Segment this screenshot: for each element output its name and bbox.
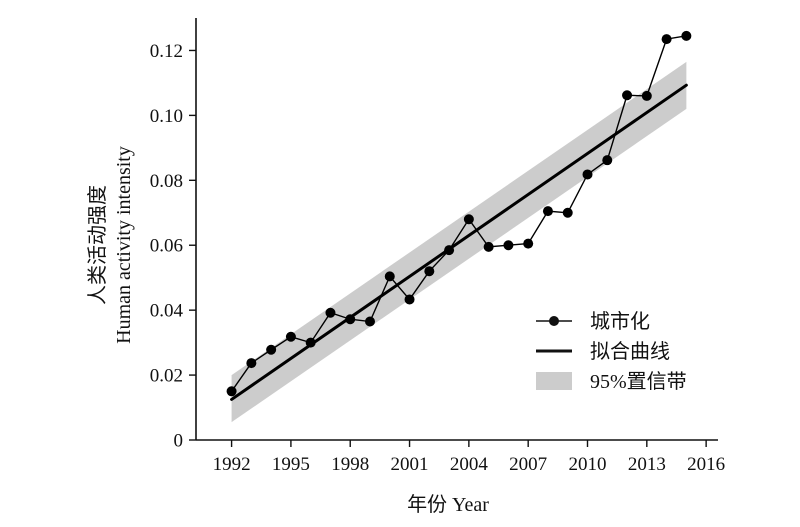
y-tick-label: 0.02 xyxy=(150,366,183,387)
x-ticks: 1992 1995 1998 2001 2004 2007 2010 2013 2016 xyxy=(213,440,725,475)
observed-point xyxy=(602,155,613,166)
x-axis-title: 年份 Year xyxy=(407,493,489,516)
observed-point xyxy=(325,307,336,318)
legend-label-band: 95%置信带 xyxy=(590,370,687,393)
y-tick-label: 0.06 xyxy=(150,236,183,257)
observed-point xyxy=(622,90,633,101)
y-axis-title: 人类活动强度 Human activity intensity xyxy=(86,146,135,344)
x-tick-label: 2010 xyxy=(569,454,607,475)
y-axis-title-cn: 人类活动强度 xyxy=(86,185,109,305)
observed-point xyxy=(641,90,652,101)
fit-line xyxy=(230,83,688,401)
observed-point xyxy=(444,245,455,256)
observed-point xyxy=(246,358,257,369)
x-tick-label: 2016 xyxy=(687,454,725,475)
observed-point xyxy=(483,241,494,252)
y-tick-label: 0.08 xyxy=(150,171,183,192)
x-tick-label: 2007 xyxy=(509,454,547,475)
observed-point xyxy=(582,169,593,180)
axes xyxy=(195,18,718,441)
observed-point xyxy=(384,271,395,282)
observed-point xyxy=(503,240,514,251)
observed-point xyxy=(661,34,672,45)
x-tick-label: 1995 xyxy=(272,454,310,475)
legend-observed-marker xyxy=(549,316,559,326)
legend-item-band: 95%置信带 xyxy=(536,370,687,393)
y-tick-label: 0.04 xyxy=(150,301,184,322)
y-axis-title-en: Human activity intensity xyxy=(113,146,135,344)
observed-point xyxy=(266,344,277,355)
observed-point xyxy=(463,214,474,225)
observed-point xyxy=(345,314,356,325)
y-ticks: 0 0.02 0.04 0.06 0.08 0.10 0.12 xyxy=(150,41,196,452)
x-tick-label: 2013 xyxy=(628,454,666,475)
legend: 城市化 拟合曲线 95%置信带 xyxy=(536,310,687,393)
fit-line-layer xyxy=(230,83,688,401)
y-tick-label: 0.10 xyxy=(150,106,183,127)
observed-point xyxy=(681,30,692,41)
legend-band-swatch xyxy=(536,372,572,390)
legend-label-observed: 城市化 xyxy=(590,310,650,333)
observed-point xyxy=(523,238,534,249)
observed-point xyxy=(562,207,573,218)
legend-item-observed: 城市化 xyxy=(536,310,650,333)
y-tick-label: 0.12 xyxy=(150,41,183,62)
legend-item-fit: 拟合曲线 xyxy=(536,340,670,363)
observed-point xyxy=(424,266,435,277)
observed-series-layer xyxy=(226,30,692,397)
observed-point xyxy=(365,316,375,327)
x-tick-label: 2004 xyxy=(450,454,489,475)
legend-label-fit: 拟合曲线 xyxy=(590,340,670,363)
observed-point xyxy=(542,206,553,217)
x-tick-label: 1998 xyxy=(331,454,369,475)
y-tick-label: 0 xyxy=(174,431,184,452)
x-tick-label: 1992 xyxy=(213,454,251,475)
observed-point xyxy=(285,331,296,342)
observed-point xyxy=(404,294,415,305)
observed-point xyxy=(226,386,237,397)
observed-point xyxy=(305,337,316,348)
x-tick-label: 2001 xyxy=(391,454,429,475)
